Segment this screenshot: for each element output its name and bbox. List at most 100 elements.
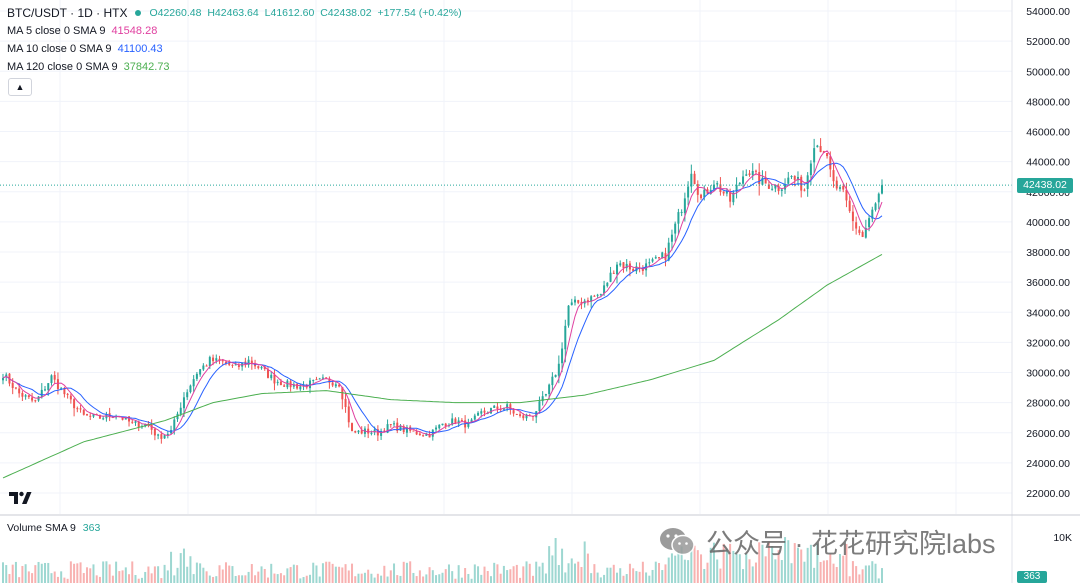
volume-bar xyxy=(150,573,153,583)
volume-bar xyxy=(509,569,512,583)
volume-bar xyxy=(435,575,438,583)
volume-bar xyxy=(816,543,819,583)
candle-body xyxy=(325,377,328,379)
candle-body xyxy=(451,418,454,425)
candle-body xyxy=(612,272,615,274)
volume-bar xyxy=(131,561,134,583)
volume-bar xyxy=(586,553,589,583)
ma120-row[interactable]: MA 120 close 0 SMA 9 37842.73 xyxy=(7,58,465,76)
volume-bar xyxy=(535,561,538,583)
candle-body xyxy=(202,365,205,370)
candle-body xyxy=(619,263,622,266)
candle-body xyxy=(835,180,838,189)
ma10-row[interactable]: MA 10 close 0 SMA 9 41100.43 xyxy=(7,40,465,58)
candle-body xyxy=(784,184,787,190)
volume-bar xyxy=(5,565,8,583)
candle-body xyxy=(683,198,686,214)
volume-bar xyxy=(405,562,408,583)
candle-body xyxy=(855,222,858,229)
volume-bar xyxy=(654,561,657,583)
volume-bar xyxy=(21,565,24,583)
volume-bar xyxy=(842,555,845,583)
ma120-label: MA 120 close 0 SMA 9 xyxy=(7,61,118,73)
candle-body xyxy=(205,365,208,367)
volume-bar xyxy=(745,553,748,583)
chevron-up-icon: ▲ xyxy=(15,82,25,92)
volume-bar xyxy=(276,574,279,583)
candle-body xyxy=(868,218,871,228)
volume-bar xyxy=(632,568,635,583)
volume-bar xyxy=(826,560,829,583)
candle-body xyxy=(635,266,638,272)
candle-body xyxy=(716,183,719,185)
volume-bar xyxy=(305,575,308,583)
volume-bar xyxy=(758,542,761,583)
volume-bar xyxy=(596,572,599,583)
candle-body xyxy=(357,430,360,433)
volume-bar xyxy=(344,564,347,583)
candles xyxy=(2,138,883,444)
candle-body xyxy=(393,423,396,425)
volume-bar xyxy=(548,546,551,583)
volume-axis-label: 10K xyxy=(1053,532,1072,544)
volume-bar xyxy=(809,544,812,583)
volume-bar xyxy=(670,553,673,583)
volume-bar xyxy=(525,561,528,583)
collapse-legend-button[interactable]: ▲ xyxy=(8,78,32,96)
candle-body xyxy=(858,229,861,233)
candle-body xyxy=(415,431,418,435)
candle-body xyxy=(745,174,748,176)
candle-body xyxy=(199,369,202,375)
candle-body xyxy=(182,397,185,409)
volume-bar xyxy=(680,546,683,583)
volume-bar xyxy=(531,575,534,583)
volume-bar xyxy=(11,564,14,583)
symbol-row: BTC/USDT · 1D · HTX O42260.48 H42463.64 … xyxy=(7,4,465,22)
candle-body xyxy=(871,209,874,219)
candle-body xyxy=(128,416,131,422)
candle-body xyxy=(519,414,522,416)
volume-bar xyxy=(438,574,441,583)
tradingview-logo-icon[interactable] xyxy=(8,487,32,509)
candle-body xyxy=(690,173,693,187)
ma-lines xyxy=(0,150,1012,479)
candle-body xyxy=(609,272,612,282)
volume-bar xyxy=(231,566,234,583)
volume-bar xyxy=(606,567,609,583)
volume-bar xyxy=(34,565,37,583)
volume-legend[interactable]: Volume SMA 9 363 xyxy=(7,522,100,534)
volume-bar xyxy=(425,574,428,583)
volume-bar xyxy=(63,577,66,583)
volume-bar xyxy=(451,571,454,583)
y-tick-label: 30000.00 xyxy=(1026,368,1070,380)
symbol-title[interactable]: BTC/USDT · 1D · HTX xyxy=(7,6,128,20)
ma5-row[interactable]: MA 5 close 0 SMA 9 41548.28 xyxy=(7,22,465,40)
volume-bar xyxy=(822,560,825,583)
volume-bar xyxy=(499,573,502,583)
y-tick-label: 50000.00 xyxy=(1026,66,1070,78)
volume-bar xyxy=(599,577,602,583)
candle-body xyxy=(874,203,877,210)
candle-body xyxy=(881,185,883,194)
volume-bar xyxy=(664,564,667,583)
volume-bar xyxy=(386,576,389,583)
volume-bar xyxy=(480,574,483,583)
volume-bar xyxy=(732,550,735,583)
volume-bar xyxy=(263,568,266,583)
candle-body xyxy=(166,433,169,436)
volume-bar xyxy=(716,559,719,583)
volume-bar xyxy=(570,558,573,583)
volume-bar xyxy=(428,567,431,583)
volume-bar xyxy=(557,565,560,583)
candle-body xyxy=(586,300,589,303)
candle-body xyxy=(228,362,231,365)
candle-body xyxy=(606,282,609,287)
candle-body xyxy=(467,422,470,427)
candle-body xyxy=(554,374,557,377)
candle-body xyxy=(302,384,305,387)
candle-body xyxy=(360,430,363,434)
candle-body xyxy=(826,152,829,157)
candle-body xyxy=(774,185,777,189)
